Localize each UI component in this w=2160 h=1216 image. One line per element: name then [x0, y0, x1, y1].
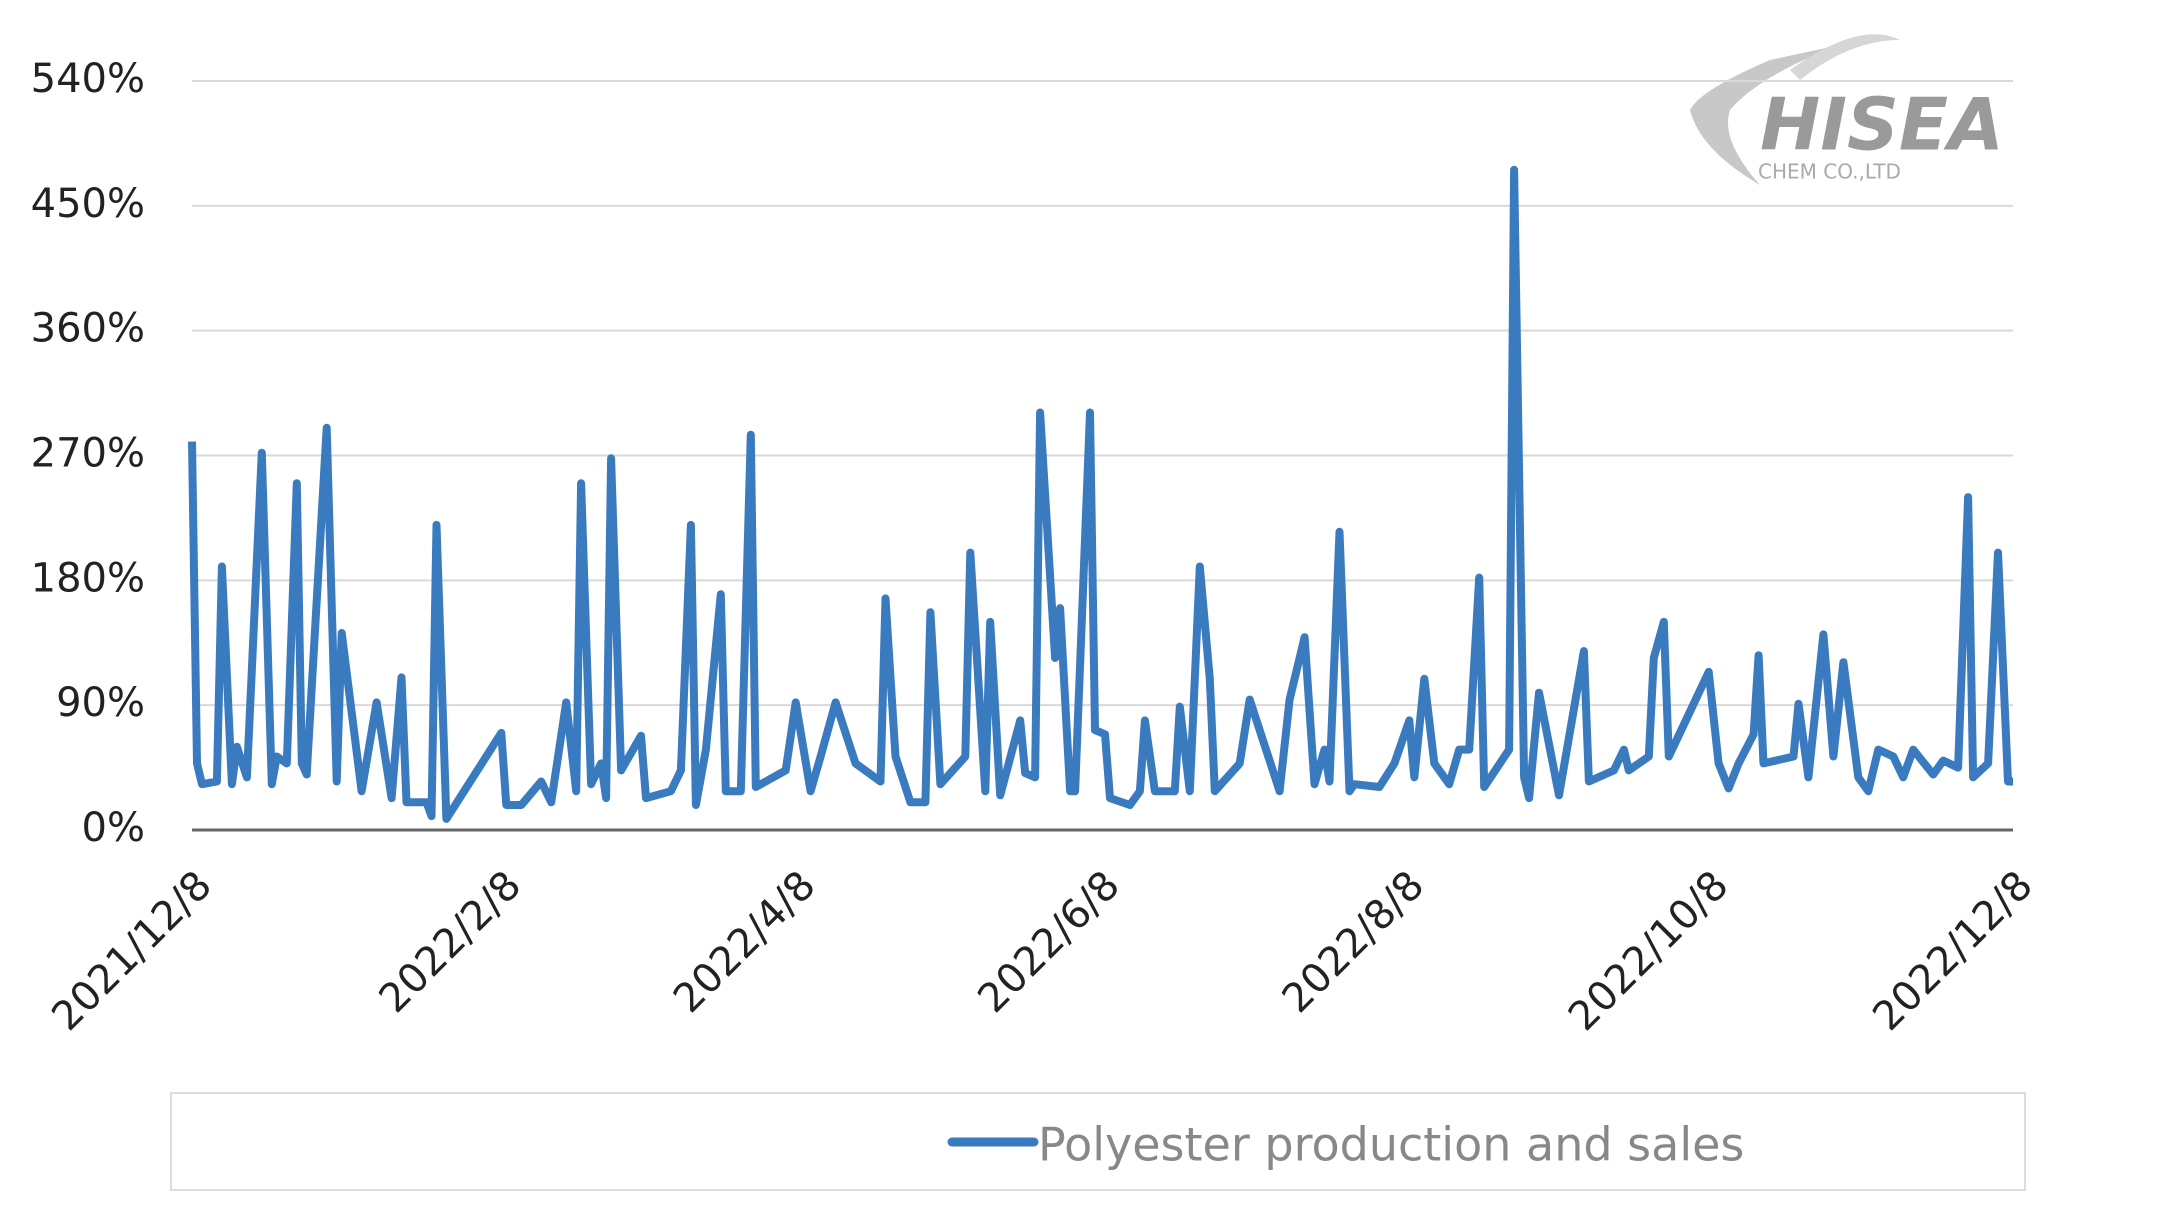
legend-box [170, 1092, 2026, 1191]
x-tick-label: 2022/6/8 [969, 862, 1129, 1022]
y-tick-label: 540% [31, 56, 145, 102]
logo-subtitle: CHEM CO.,LTD [1758, 160, 1901, 184]
legend-label: Polyester production and sales [1038, 1118, 1744, 1172]
logo: HISEA CHEM CO.,LTD [1690, 34, 2004, 185]
logo-text: HISEA [1760, 83, 2004, 167]
logo-swoosh [1790, 34, 1900, 80]
x-tick-label: 2022/2/8 [371, 862, 531, 1022]
logo-swoosh [1690, 45, 1840, 185]
y-tick-label: 450% [31, 181, 145, 227]
x-tick-label: 2022/8/8 [1274, 862, 1434, 1022]
x-tick-label: 2021/12/8 [43, 862, 221, 1040]
x-tick-label: 2022/4/8 [665, 862, 825, 1022]
y-tick-label: 90% [56, 680, 145, 726]
x-tick-label: 2022/12/8 [1864, 862, 2042, 1040]
y-tick-label: 180% [31, 555, 145, 601]
y-tick-label: 360% [31, 306, 145, 352]
x-tick-label: 2022/10/8 [1560, 862, 1738, 1040]
y-tick-label: 270% [31, 431, 145, 477]
data-line [188, 165, 2013, 823]
y-tick-label: 0% [82, 805, 145, 851]
